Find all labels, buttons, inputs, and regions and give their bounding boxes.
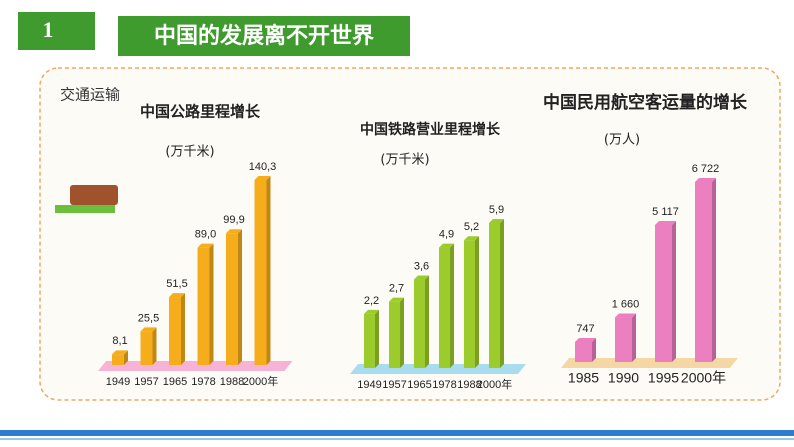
chart-floor	[561, 358, 738, 368]
value-label: 3,6	[414, 260, 429, 272]
value-label: 4,9	[439, 228, 454, 240]
bar	[364, 313, 375, 368]
x-tick-label: 1985	[568, 370, 599, 386]
chart-subtitle: (万千米)	[380, 153, 429, 168]
bar	[254, 180, 267, 365]
bar-top	[695, 178, 716, 182]
bar	[489, 223, 500, 368]
x-tick-label: 1988	[220, 376, 244, 388]
bar	[439, 247, 450, 368]
value-label: 89,0	[195, 229, 216, 241]
bar-side	[124, 350, 128, 365]
value-label: 8,1	[112, 335, 127, 347]
value-label: 99,9	[223, 214, 244, 226]
bar-top	[226, 229, 242, 234]
x-tick-label: 1957	[134, 376, 158, 388]
title-box	[118, 16, 410, 56]
content-frame	[39, 67, 781, 401]
bar-top	[197, 243, 214, 248]
bar	[575, 341, 592, 362]
x-tick-label: 1988	[457, 379, 481, 391]
bar-top	[655, 220, 676, 225]
bar-top	[575, 337, 596, 342]
footer-bar	[0, 430, 794, 436]
bar-side	[475, 236, 479, 368]
bar	[615, 317, 632, 362]
chart-title: 中国民用航空客运量的增长	[543, 92, 748, 113]
bar-side	[181, 293, 185, 365]
value-label: 5 117	[652, 206, 679, 218]
section-number: 1	[43, 17, 54, 42]
bar-side	[209, 243, 214, 365]
chart-title: 中国公路里程增长	[140, 103, 261, 121]
bar	[389, 301, 400, 368]
x-tick-label: 1990	[608, 370, 639, 386]
bar-side	[266, 176, 271, 365]
bar-side	[425, 275, 429, 368]
value-label: 1 660	[612, 298, 640, 310]
bar-top	[439, 243, 454, 248]
bar-side	[152, 327, 157, 365]
bar	[169, 297, 181, 365]
bar-side	[238, 229, 242, 365]
x-tick-label: 1949	[357, 379, 381, 391]
chart-subtitle: (万千米)	[165, 145, 214, 160]
value-label: 51,5	[166, 278, 187, 290]
value-label: 140,3	[249, 161, 277, 173]
bar-side	[375, 309, 379, 368]
bar	[414, 279, 425, 368]
value-label: 5,2	[464, 221, 479, 233]
bar	[695, 182, 712, 362]
bar-side	[500, 219, 504, 368]
bar-side	[400, 297, 404, 368]
chart-title: 中国铁路营业里程增长	[360, 121, 501, 138]
value-label: 5,9	[489, 204, 504, 216]
bar	[464, 240, 475, 368]
bar-top	[489, 219, 504, 223]
number-box	[18, 12, 95, 50]
x-tick-label: 1957	[382, 379, 406, 391]
bar-side	[632, 313, 636, 362]
value-label: 6 722	[692, 163, 720, 175]
slide-title: 中国的发展离不开世界	[154, 23, 374, 49]
x-tick-label: 2000年	[477, 377, 512, 391]
x-tick-label: 1949	[106, 376, 130, 388]
bar-side	[712, 178, 716, 362]
x-tick-label: 1978	[432, 379, 456, 391]
bar-top	[140, 327, 157, 332]
bar-top	[169, 293, 185, 298]
train-icon	[55, 185, 118, 213]
value-label: 2,7	[389, 283, 404, 295]
footer-line	[0, 438, 794, 440]
bar	[140, 331, 153, 365]
bar-top	[464, 236, 479, 241]
x-tick-label: 2000年	[681, 370, 726, 386]
value-label: 747	[576, 323, 594, 335]
bar-top	[112, 350, 128, 355]
bar-side	[592, 337, 596, 362]
bar	[197, 247, 210, 365]
x-tick-label: 2000年	[243, 374, 278, 388]
chart-subtitle: (万人)	[604, 133, 640, 148]
bar-top	[615, 313, 636, 318]
section-label: 交通运输	[60, 86, 120, 104]
bar-top	[414, 275, 429, 280]
bar-top	[364, 309, 379, 314]
x-tick-label: 1965	[163, 376, 187, 388]
bar-top	[389, 297, 404, 302]
bar	[226, 233, 238, 365]
value-label: 2,2	[364, 295, 379, 307]
bar-side	[672, 220, 676, 362]
bar	[112, 354, 124, 365]
value-label: 25,5	[138, 312, 159, 324]
bar	[655, 224, 672, 362]
bar-side	[450, 243, 454, 368]
x-tick-label: 1965	[407, 379, 431, 391]
x-tick-label: 1995	[648, 370, 679, 386]
x-tick-label: 1978	[191, 376, 215, 388]
bar-top	[254, 176, 271, 180]
